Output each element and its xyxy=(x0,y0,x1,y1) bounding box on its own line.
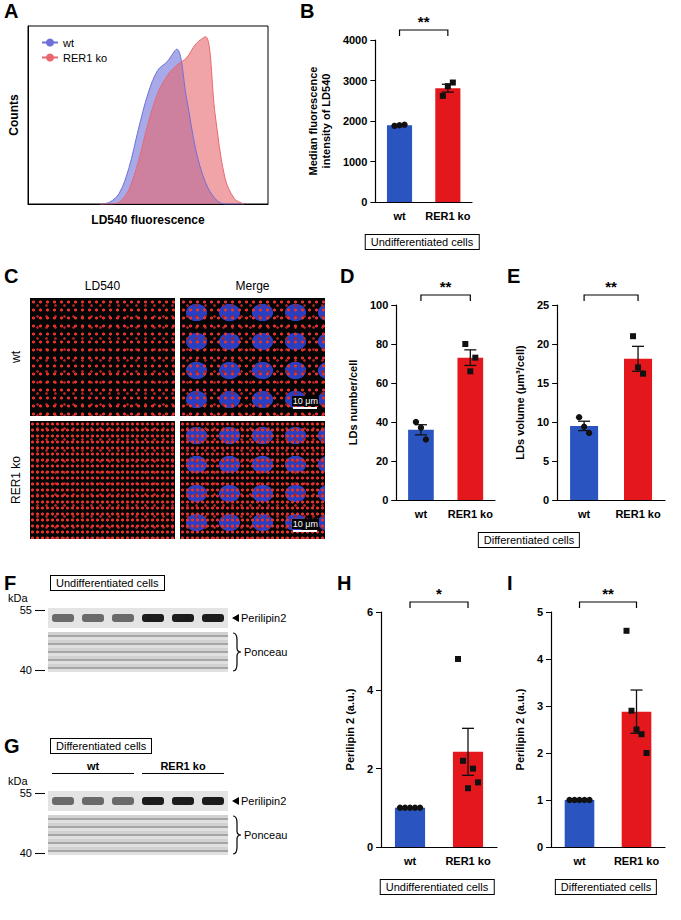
svg-text:LDs number/cell: LDs number/cell xyxy=(347,360,359,446)
svg-text:0: 0 xyxy=(543,494,549,506)
svg-text:wt: wt xyxy=(577,508,591,520)
svg-text:5: 5 xyxy=(537,606,543,618)
svg-text:2: 2 xyxy=(537,747,543,759)
html-text:Merge: Merge xyxy=(235,279,270,293)
svg-text:2000: 2000 xyxy=(343,115,367,127)
svg-text:4000: 4000 xyxy=(343,34,367,46)
html-text:40: 40 xyxy=(19,847,32,859)
svg-text:3: 3 xyxy=(537,700,543,712)
html-text:Perilipin2: Perilipin2 xyxy=(241,795,287,807)
html-text:40: 40 xyxy=(19,664,32,676)
svg-text:wt: wt xyxy=(62,37,74,49)
html-text:Undifferentiated cells: Undifferentiated cells xyxy=(370,236,474,248)
svg-text:RER1 ko: RER1 ko xyxy=(448,508,494,520)
html-text:10 μm: 10 μm xyxy=(292,519,318,529)
html-text:G: G xyxy=(4,735,20,757)
svg-text:60: 60 xyxy=(376,377,388,389)
html-text:kDa: kDa xyxy=(8,775,28,787)
svg-text:LDs volume (μm³/cell): LDs volume (μm³/cell) xyxy=(514,345,526,460)
svg-text:2: 2 xyxy=(367,763,373,775)
svg-text:1000: 1000 xyxy=(343,156,367,168)
svg-text:wt: wt xyxy=(414,508,428,520)
html-text:Undifferentiated cells: Undifferentiated cells xyxy=(56,577,159,589)
svg-text:15: 15 xyxy=(537,377,549,389)
html-text:55: 55 xyxy=(19,787,32,799)
svg-text:wt: wt xyxy=(392,210,406,222)
svg-text:100: 100 xyxy=(370,299,388,311)
html-text:10 μm: 10 μm xyxy=(292,396,318,406)
svg-text:**: ** xyxy=(418,13,430,30)
svg-text:5: 5 xyxy=(543,455,549,467)
svg-text:Median fluorescence: Median fluorescence xyxy=(307,67,319,176)
html-text:H: H xyxy=(337,572,352,594)
html-text:A: A xyxy=(4,0,19,22)
html-text:wt: wt xyxy=(86,760,100,772)
svg-text:intensity of LD540: intensity of LD540 xyxy=(320,74,332,169)
svg-text:4: 4 xyxy=(367,684,374,696)
svg-text:RER1 ko: RER1 ko xyxy=(425,210,471,222)
svg-text:Perilipin 2 (a.u.): Perilipin 2 (a.u.) xyxy=(344,688,356,770)
html-text:Ponceau: Ponceau xyxy=(244,829,288,841)
svg-text:wt: wt xyxy=(572,855,586,867)
html-text:E: E xyxy=(507,265,521,287)
html-text:wt: wt xyxy=(9,351,23,363)
svg-text:4: 4 xyxy=(537,653,544,665)
html-text:Differentiated cells: Differentiated cells xyxy=(483,534,575,546)
svg-text:RER1 ko: RER1 ko xyxy=(615,508,661,520)
svg-text:3000: 3000 xyxy=(343,75,367,87)
svg-text:0: 0 xyxy=(537,841,543,853)
html-text:Ponceau: Ponceau xyxy=(244,646,288,658)
svg-text:20: 20 xyxy=(537,338,549,350)
html-text:RER1 ko: RER1 ko xyxy=(160,760,206,772)
svg-text:LD540 fluorescence: LD540 fluorescence xyxy=(91,213,205,227)
html-text:kDa: kDa xyxy=(8,592,28,604)
svg-text:10: 10 xyxy=(537,416,549,428)
svg-text:20: 20 xyxy=(376,455,388,467)
html-text:55: 55 xyxy=(19,604,32,616)
svg-text:Counts: Counts xyxy=(7,94,21,136)
svg-text:40: 40 xyxy=(376,416,388,428)
svg-text:*: * xyxy=(436,585,442,602)
html-text:D: D xyxy=(340,265,355,287)
html-text:Undifferentiated cells: Undifferentiated cells xyxy=(385,881,489,893)
svg-text:25: 25 xyxy=(537,299,549,311)
svg-text:**: ** xyxy=(602,585,614,602)
svg-text:RER1 ko: RER1 ko xyxy=(445,855,491,867)
html-text:Perilipin2: Perilipin2 xyxy=(241,612,287,624)
html-text:C: C xyxy=(4,265,19,287)
html-text:Differentiated cells: Differentiated cells xyxy=(560,881,652,893)
html-text:B: B xyxy=(300,0,315,22)
svg-text:6: 6 xyxy=(367,606,373,618)
svg-text:0: 0 xyxy=(361,196,367,208)
svg-text:**: ** xyxy=(440,278,452,295)
svg-text:RER1 ko: RER1 ko xyxy=(63,52,107,64)
svg-text:Perilipin 2 (a.u.): Perilipin 2 (a.u.) xyxy=(514,688,526,770)
svg-text:**: ** xyxy=(605,278,617,295)
html-text:LD540: LD540 xyxy=(84,279,121,293)
html-text:I: I xyxy=(507,572,513,594)
html-text:RER1 ko: RER1 ko xyxy=(9,456,23,504)
html-text:F: F xyxy=(4,572,17,594)
svg-text:80: 80 xyxy=(376,338,388,350)
svg-text:1: 1 xyxy=(537,794,543,806)
svg-text:wt: wt xyxy=(403,855,417,867)
svg-text:0: 0 xyxy=(367,841,373,853)
html-text:Differentiated cells: Differentiated cells xyxy=(56,740,147,752)
svg-text:RER1 ko: RER1 ko xyxy=(614,855,660,867)
svg-text:0: 0 xyxy=(382,494,388,506)
